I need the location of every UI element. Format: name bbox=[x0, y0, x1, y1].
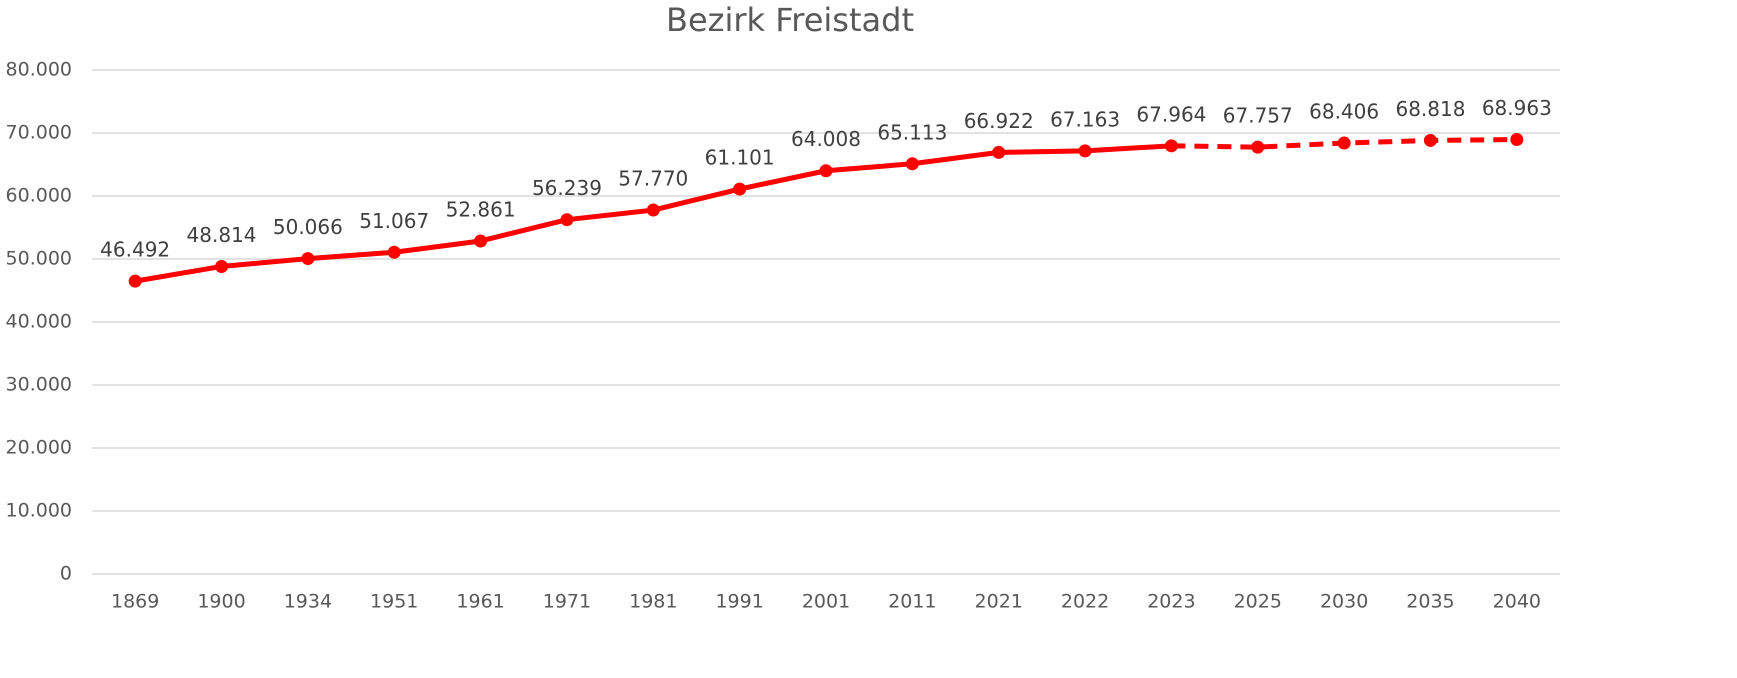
y-tick-label: 10.000 bbox=[6, 500, 72, 522]
marker bbox=[128, 274, 142, 288]
y-tick-label: 50.000 bbox=[6, 248, 72, 270]
marker bbox=[1337, 136, 1351, 150]
x-tick-label: 1961 bbox=[456, 591, 504, 613]
x-tick-label: 1981 bbox=[629, 591, 677, 613]
x-tick-label: 1951 bbox=[370, 591, 418, 613]
data-label: 48.814 bbox=[187, 223, 257, 247]
x-tick-label: 1991 bbox=[715, 591, 763, 613]
chart-title: Bezirk Freistadt bbox=[666, 1, 914, 39]
x-tick-label: 2030 bbox=[1320, 591, 1368, 613]
marker bbox=[560, 213, 574, 227]
x-tick-label: 2011 bbox=[888, 591, 936, 613]
marker bbox=[301, 252, 315, 266]
data-label: 56.239 bbox=[532, 176, 602, 200]
y-tick-label: 20.000 bbox=[6, 437, 72, 459]
data-label: 68.963 bbox=[1482, 96, 1552, 120]
marker bbox=[992, 145, 1006, 159]
x-tick-label: 2025 bbox=[1234, 591, 1282, 613]
x-tick-label: 1900 bbox=[197, 591, 245, 613]
marker bbox=[1423, 133, 1437, 147]
y-tick-label: 0 bbox=[60, 563, 72, 585]
y-tick-label: 40.000 bbox=[6, 311, 72, 333]
y-tick-label: 30.000 bbox=[6, 374, 72, 396]
marker bbox=[215, 259, 229, 273]
marker bbox=[474, 234, 488, 248]
marker bbox=[1510, 133, 1524, 147]
x-tick-label: 2001 bbox=[802, 591, 850, 613]
x-tick-label: 2021 bbox=[975, 591, 1023, 613]
data-label: 68.818 bbox=[1395, 97, 1465, 121]
marker bbox=[819, 164, 833, 178]
x-tick-label: 1869 bbox=[111, 591, 159, 613]
data-label: 57.770 bbox=[618, 167, 688, 191]
y-tick-label: 70.000 bbox=[6, 122, 72, 144]
marker bbox=[646, 203, 660, 217]
x-tick-label: 2023 bbox=[1147, 591, 1195, 613]
data-label: 67.964 bbox=[1136, 102, 1206, 126]
data-label: 46.492 bbox=[100, 238, 170, 262]
marker bbox=[1251, 140, 1265, 154]
marker bbox=[733, 182, 747, 196]
data-label: 50.066 bbox=[273, 215, 343, 239]
x-tick-label: 1934 bbox=[284, 591, 332, 613]
data-label: 61.101 bbox=[705, 146, 775, 170]
data-label: 65.113 bbox=[877, 120, 947, 144]
x-tick-label: 1971 bbox=[543, 591, 591, 613]
x-tick-label: 2040 bbox=[1493, 591, 1541, 613]
data-label: 64.008 bbox=[791, 127, 861, 151]
marker bbox=[387, 245, 401, 259]
data-label: 67.757 bbox=[1223, 104, 1293, 128]
marker bbox=[1078, 144, 1092, 158]
marker bbox=[1164, 139, 1178, 153]
data-label: 66.922 bbox=[964, 109, 1034, 133]
data-label: 52.861 bbox=[446, 197, 516, 221]
y-tick-label: 60.000 bbox=[6, 185, 72, 207]
x-tick-label: 2022 bbox=[1061, 591, 1109, 613]
x-tick-label: 2035 bbox=[1406, 591, 1454, 613]
data-label: 51.067 bbox=[359, 209, 429, 233]
data-label: 68.406 bbox=[1309, 100, 1379, 124]
y-tick-label: 80.000 bbox=[6, 59, 72, 81]
data-label: 67.163 bbox=[1050, 107, 1120, 131]
marker bbox=[905, 157, 919, 171]
